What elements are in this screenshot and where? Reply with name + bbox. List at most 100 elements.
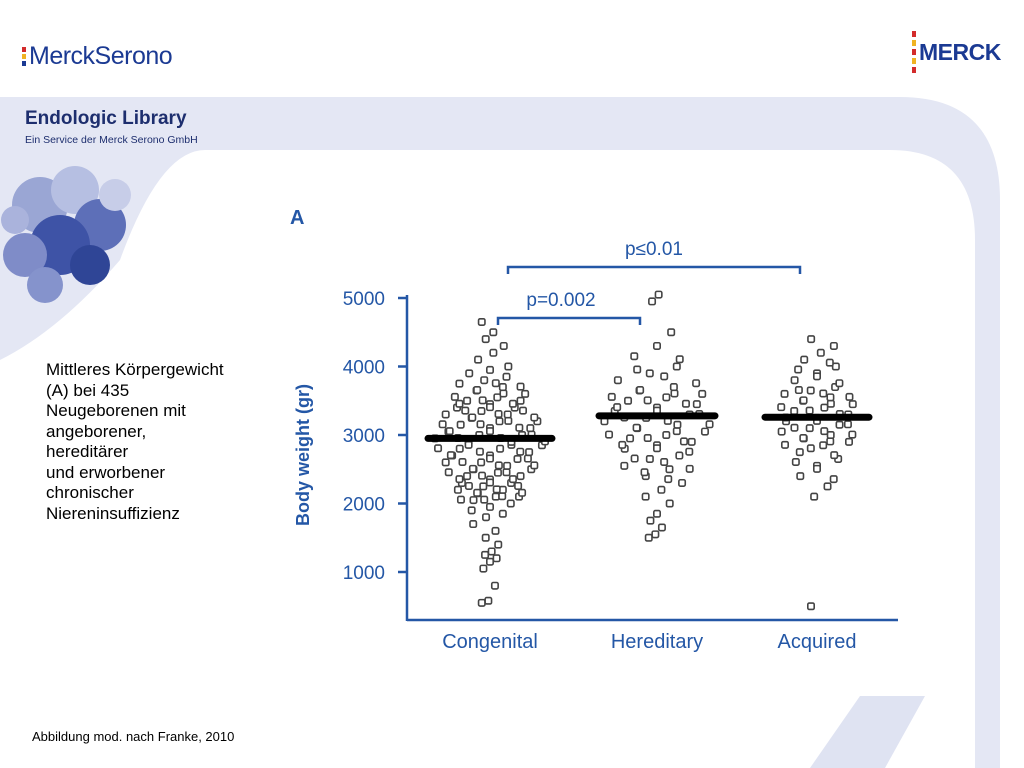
data-point: [469, 496, 478, 505]
merck-logo: MERCK: [912, 22, 1001, 82]
data-point: [456, 420, 465, 429]
figure-citation: Abbildung mod. nach Franke, 2010: [32, 729, 235, 744]
x-tick-label: Acquired: [778, 631, 857, 653]
y-ticks: 1000 2000 3000 4000 5000: [343, 289, 407, 584]
data-point: [456, 495, 465, 504]
data-point: [492, 554, 501, 563]
data-point: [461, 406, 470, 415]
significance-label: p≤0.01: [625, 239, 683, 260]
data-point: [652, 444, 661, 453]
x-tick-labels: Congenital Hereditary Acquired: [442, 631, 856, 653]
data-point: [657, 523, 666, 532]
data-point: [441, 410, 450, 419]
data-point: [826, 430, 835, 439]
x-tick-label: Hereditary: [611, 631, 703, 653]
data-point: [820, 427, 829, 436]
data-point: [613, 403, 622, 412]
data-point: [515, 423, 524, 432]
merck-serono-logo: MerckSerono: [22, 36, 173, 76]
data-point: [481, 550, 490, 559]
data-point: [670, 389, 679, 398]
data-point: [477, 317, 486, 326]
data-point: [829, 341, 838, 350]
data-point: [445, 427, 454, 436]
data-point: [844, 437, 853, 446]
data-point: [665, 499, 674, 508]
data-point: [485, 478, 494, 487]
data-point: [467, 506, 476, 515]
data-point: [845, 392, 854, 401]
data-point: [806, 386, 815, 395]
data-point: [473, 386, 482, 395]
data-point: [493, 393, 502, 402]
data-point: [848, 430, 857, 439]
data-point: [463, 472, 472, 481]
y-axis-label: Body weight (gr): [293, 384, 313, 526]
data-point: [799, 396, 808, 405]
logo-bars-icon: [22, 46, 26, 66]
data-point: [453, 485, 462, 494]
data-point: [485, 502, 494, 511]
data-point: [662, 393, 671, 402]
data-point: [652, 509, 661, 518]
significance-bracket: [496, 316, 642, 325]
data-point: [521, 389, 530, 398]
panel-label: A: [290, 207, 304, 229]
data-point: [476, 420, 485, 429]
data-point: [636, 386, 645, 395]
data-point: [652, 341, 661, 350]
data-point: [672, 362, 681, 371]
data-point: [526, 424, 535, 433]
data-point: [806, 444, 815, 453]
data-point: [499, 389, 508, 398]
data-point: [829, 475, 838, 484]
data-point: [662, 430, 671, 439]
data-point: [812, 372, 821, 381]
data-point: [455, 475, 464, 484]
data-point: [819, 389, 828, 398]
data-point: [675, 451, 684, 460]
data-point: [438, 420, 447, 429]
description-line: angeborener,: [46, 421, 147, 441]
molecule-illustration: [1, 166, 131, 303]
data-point: [491, 492, 500, 501]
data-point: [700, 427, 709, 436]
data-point: [660, 372, 669, 381]
data-point: [830, 451, 839, 460]
data-point: [491, 526, 500, 535]
data-point: [491, 379, 500, 388]
y-tick-label: 4000: [343, 358, 385, 379]
data-point: [799, 433, 808, 442]
data-point: [794, 386, 803, 395]
data-point: [477, 598, 486, 607]
data-point: [692, 379, 701, 388]
data-point: [777, 403, 786, 412]
data-point: [641, 492, 650, 501]
data-point: [494, 461, 503, 470]
data-point: [475, 447, 484, 456]
data-point: [503, 461, 512, 470]
logo-grid-icon: [912, 31, 917, 73]
data-point: [490, 581, 499, 590]
data-point: [796, 472, 805, 481]
data-point: [518, 406, 527, 415]
data-point: [651, 530, 660, 539]
data-point: [479, 564, 488, 573]
data-point: [780, 440, 789, 449]
data-point: [458, 457, 467, 466]
data-point: [495, 417, 504, 426]
data-point: [819, 441, 828, 450]
data-point: [807, 335, 816, 344]
data-point: [667, 328, 676, 337]
data-point: [455, 444, 464, 453]
description-line: und erworbener: [46, 462, 166, 482]
data-point: [816, 348, 825, 357]
data-point: [679, 437, 688, 446]
data-point: [780, 389, 789, 398]
data-point: [810, 492, 819, 501]
data-point: [632, 423, 641, 432]
data-point: [506, 499, 515, 508]
data-point: [633, 365, 642, 374]
data-point: [657, 485, 666, 494]
